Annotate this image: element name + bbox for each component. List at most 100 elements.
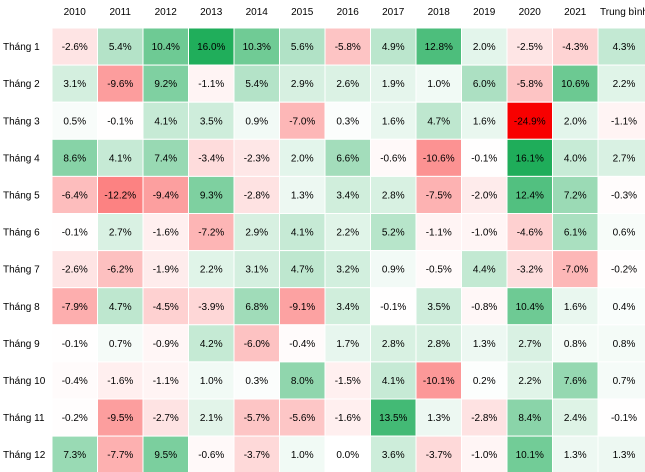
cell-value-label: -10.6% (423, 153, 455, 164)
cell-value-label: -2.8% (471, 413, 497, 424)
cell-value-label: -1.1% (198, 79, 224, 90)
cell-value-label: -1.5% (335, 376, 361, 387)
heatmap-cell (51, 361, 98, 400)
cell-value-label: -1.1% (153, 376, 179, 387)
cell-value-label: -0.6% (380, 153, 406, 164)
cell-value-label: 1.0% (427, 79, 450, 90)
column-header: 2010 (64, 7, 87, 18)
cell-value-label: 4.7% (291, 265, 314, 276)
cell-value-label: 0.0% (336, 450, 359, 461)
cell-value-label: 3.1% (245, 265, 268, 276)
cell-value-label: 1.3% (291, 190, 314, 201)
cell-value-label: 0.9% (382, 265, 405, 276)
heatmap-cell (506, 435, 553, 472)
cell-value-label: 0.3% (245, 376, 268, 387)
cell-value-label: -5.8% (517, 79, 543, 90)
cell-value-label: 2.2% (336, 228, 359, 239)
heatmap-cell (233, 250, 280, 289)
heatmap-cell (552, 250, 599, 289)
cell-value-label: -1.1% (426, 228, 452, 239)
heatmap-cell (188, 398, 235, 437)
row-header: Tháng 4 (3, 153, 40, 164)
heatmap-cell (461, 324, 508, 363)
cell-value-label: -1.0% (471, 228, 497, 239)
cell-value-label: 1.6% (382, 116, 405, 127)
heatmap-cell (97, 213, 144, 252)
heatmap-cell (97, 27, 144, 66)
heatmap-cell (279, 361, 326, 400)
cell-value-label: 6.8% (245, 302, 268, 313)
cell-value-label: -2.0% (471, 190, 497, 201)
heatmap-cell (51, 101, 98, 140)
cell-value-label: 0.8% (613, 339, 636, 350)
cell-value-label: 2.7% (613, 153, 636, 164)
cell-value-label: -2.8% (244, 190, 270, 201)
cell-value-label: 16.0% (197, 42, 225, 53)
cell-value-label: 2.2% (613, 79, 636, 90)
cell-value-label: -7.9% (62, 302, 88, 313)
cell-value-label: 7.2% (564, 190, 587, 201)
heatmap-cell (233, 287, 280, 326)
cell-value-label: 2.0% (564, 116, 587, 127)
cell-value-label: 9.5% (154, 450, 177, 461)
heatmap-cell (279, 27, 326, 66)
heatmap-cell (324, 435, 371, 472)
row-header: Tháng 6 (3, 228, 40, 239)
cell-value-label: 1.3% (473, 339, 496, 350)
heatmap-cell (597, 27, 645, 66)
column-header: 2014 (246, 7, 269, 18)
cell-value-label: -10.1% (423, 376, 455, 387)
cell-value-label: 0.9% (245, 116, 268, 127)
heatmap-cells: -2.6% 5.4% 10.4% 16.0% 10.3% 5.6% -5.8% 4.9% 12.… (51, 27, 645, 472)
row-header: Tháng 7 (3, 265, 40, 276)
heatmap-cell (51, 27, 98, 66)
cell-value-label: -12.2% (104, 190, 136, 201)
cell-value-label: -0.1% (107, 116, 133, 127)
heatmap-cell (415, 398, 462, 437)
cell-value-label: -0.1% (611, 413, 637, 424)
cell-value-label: 10.1% (516, 450, 544, 461)
cell-value-label: 4.3% (613, 42, 636, 53)
cell-value-label: -7.0% (289, 116, 315, 127)
cell-value-label: -24.9% (514, 116, 546, 127)
heatmap-cell (51, 250, 98, 289)
heatmap-cell (552, 287, 599, 326)
cell-value-label: -0.4% (289, 339, 315, 350)
cell-value-label: 4.7% (427, 116, 450, 127)
heatmap-cell (370, 398, 417, 437)
cell-value-label: 3.6% (382, 450, 405, 461)
heatmap-cell (506, 287, 553, 326)
cell-value-label: 4.9% (382, 42, 405, 53)
heatmap-cell (233, 175, 280, 214)
heatmap-cell (51, 398, 98, 437)
heatmap-cell (370, 361, 417, 400)
cell-value-label: -1.1% (611, 116, 637, 127)
row-header: Tháng 2 (3, 79, 40, 90)
cell-value-label: 5.6% (291, 42, 314, 53)
cell-value-label: 1.6% (564, 302, 587, 313)
cell-value-label: -0.4% (62, 376, 88, 387)
column-headers: 2010 2011 2012 2013 2014 2015 2016 2017 2018 2019… (64, 7, 645, 18)
heatmap-cell (279, 138, 326, 177)
heatmap-cell (279, 435, 326, 472)
cell-value-label: -2.5% (517, 42, 543, 53)
cell-value-label: 1.6% (473, 116, 496, 127)
cell-value-label: 1.3% (613, 450, 636, 461)
cell-value-label: 2.0% (473, 42, 496, 53)
cell-value-label: 0.7% (109, 339, 132, 350)
cell-value-label: -0.2% (62, 413, 88, 424)
cell-value-label: 8.6% (63, 153, 86, 164)
heatmap-cell (279, 64, 326, 103)
heatmap-cell (142, 101, 189, 140)
cell-value-label: 4.1% (154, 116, 177, 127)
cell-value-label: 3.2% (336, 265, 359, 276)
heatmap-cell (461, 64, 508, 103)
cell-value-label: 10.4% (516, 302, 544, 313)
cell-value-label: 9.3% (200, 190, 223, 201)
cell-value-label: 4.1% (382, 376, 405, 387)
heatmap-cell (279, 213, 326, 252)
heatmap-cell (324, 213, 371, 252)
heatmap-cell (552, 361, 599, 400)
cell-value-label: -1.0% (471, 450, 497, 461)
heatmap-cell (597, 324, 645, 363)
